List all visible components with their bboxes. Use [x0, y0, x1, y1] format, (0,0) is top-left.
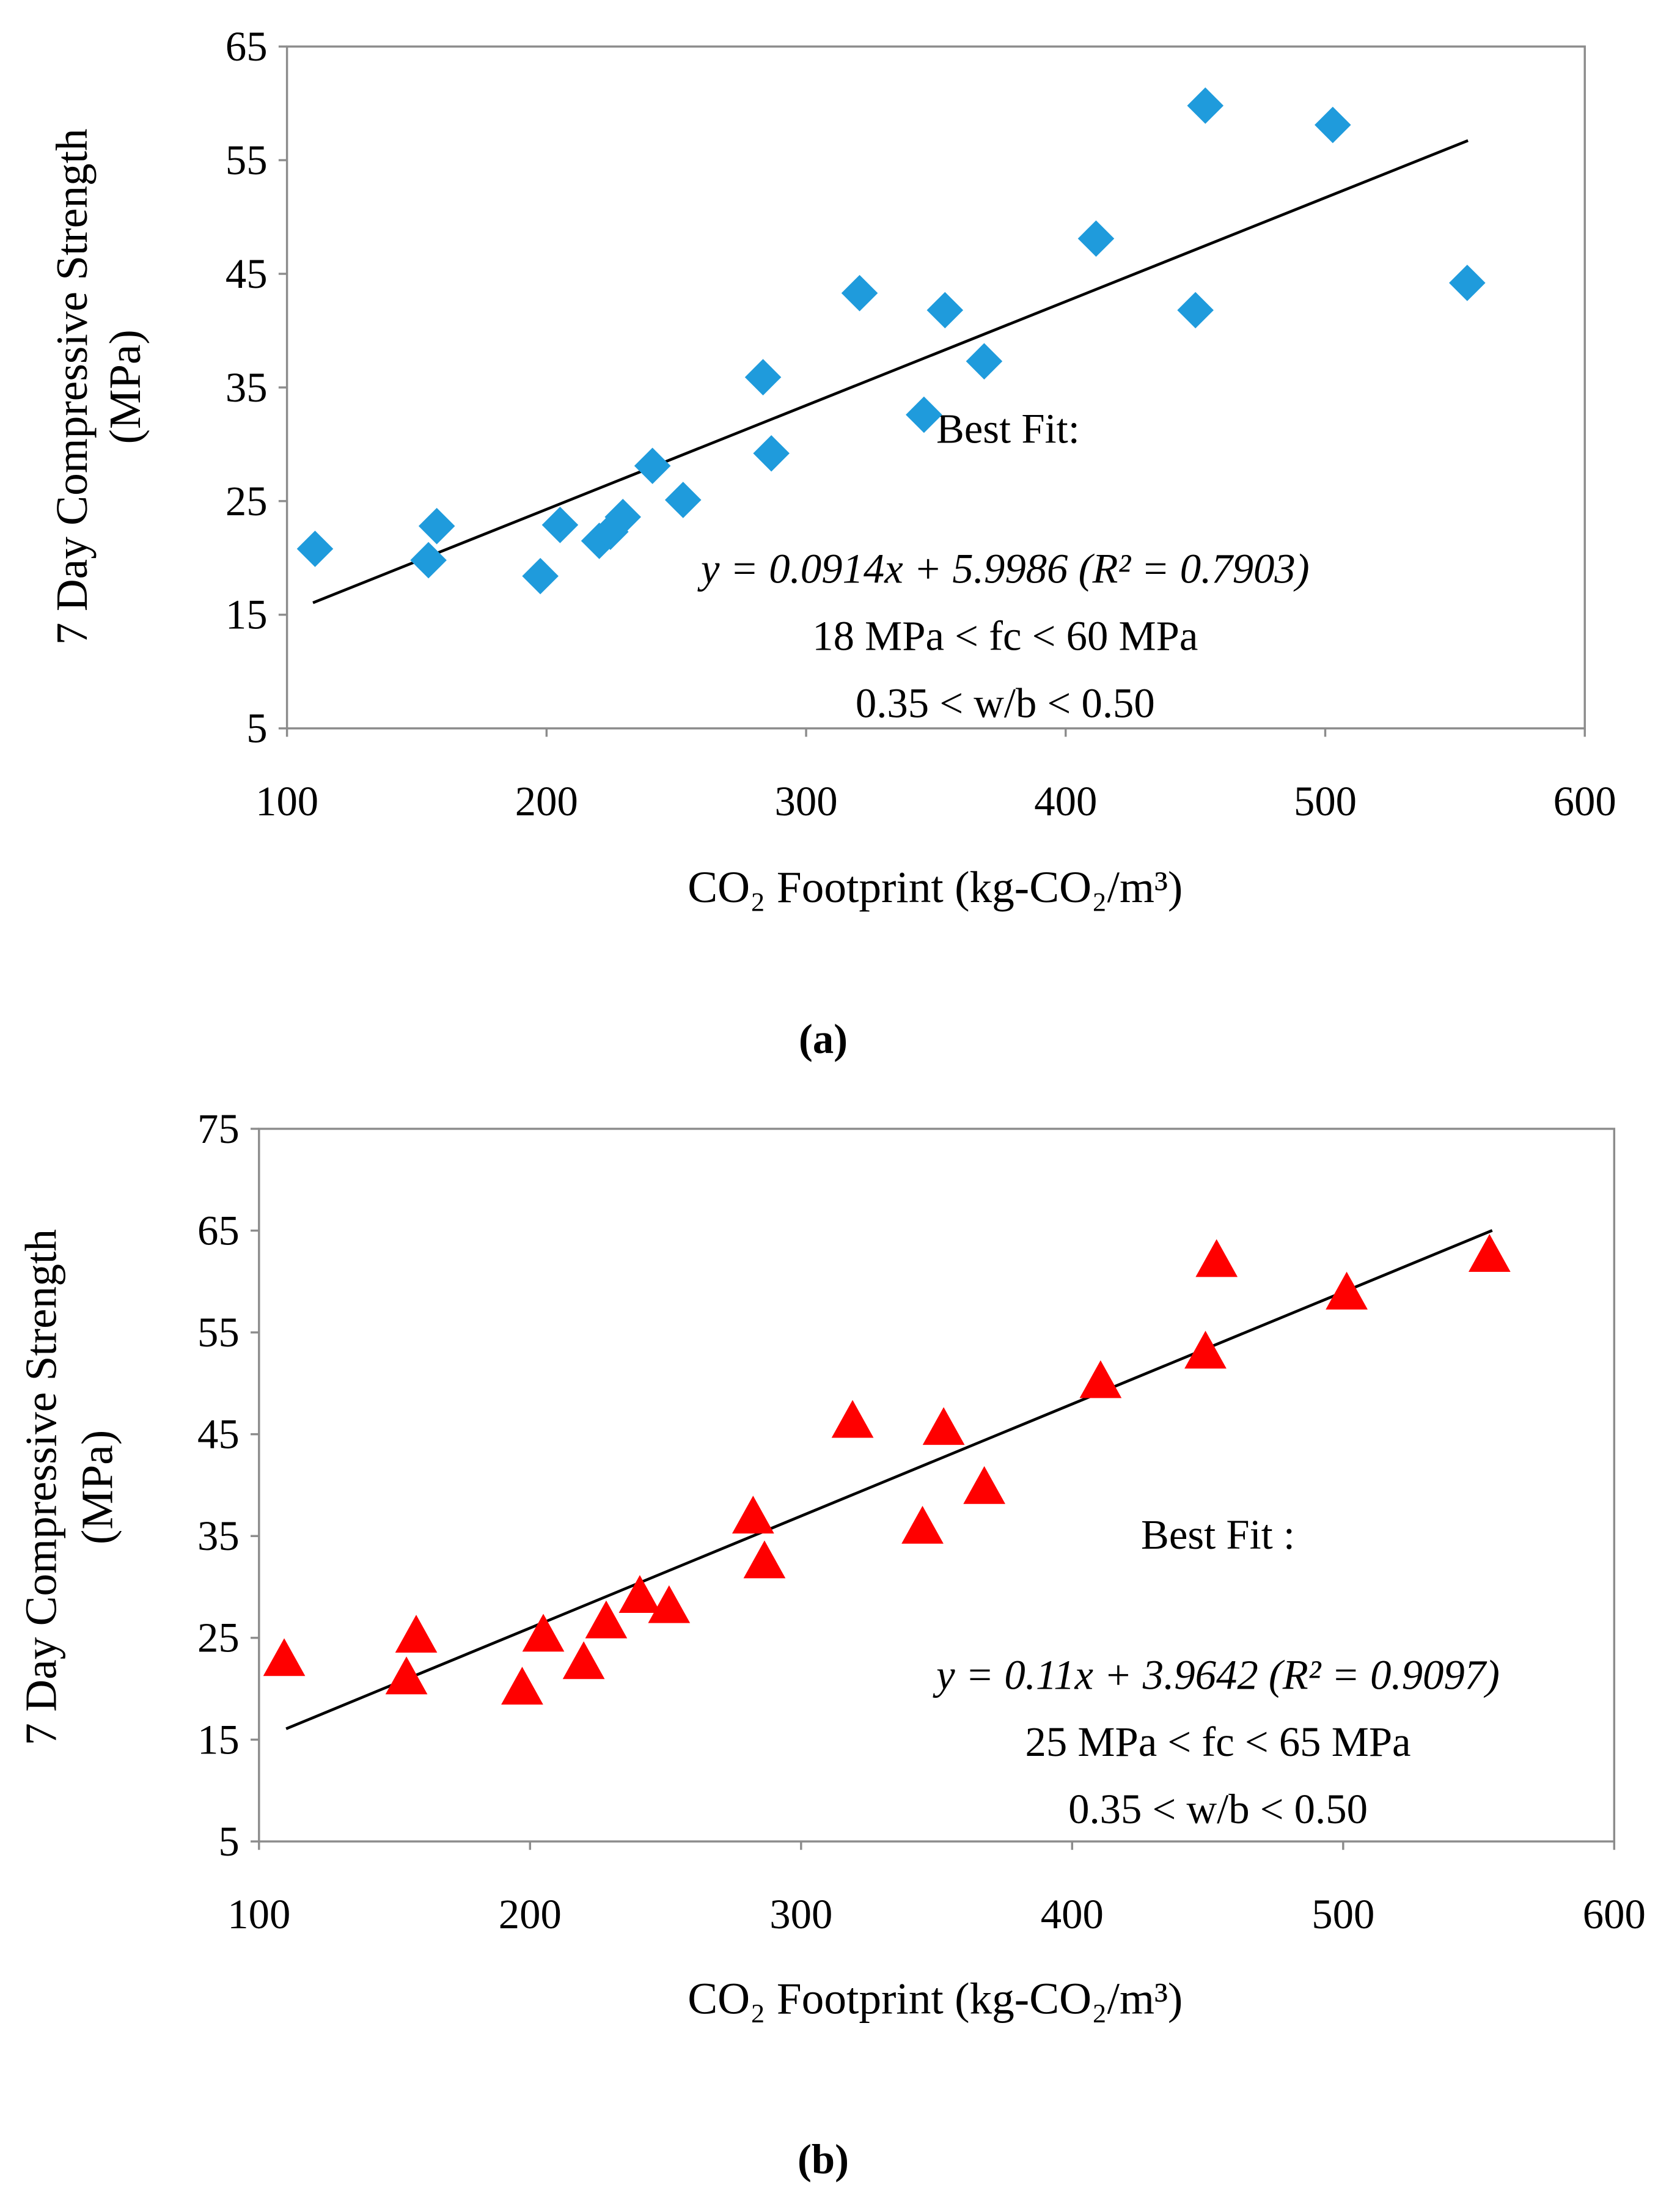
data-point — [418, 508, 455, 545]
annotation-wb: 0.35 < w/b < 0.50 — [1068, 1786, 1368, 1832]
data-point — [648, 1585, 691, 1623]
data-point — [385, 1656, 428, 1695]
data-point — [618, 1575, 661, 1613]
y-axis-label-line2: (MPa) — [100, 329, 150, 444]
chart-a: CO₂ Footprint (kg-CO₂/m³) 7 Day Compress… — [47, 23, 1616, 1062]
data-point — [1315, 106, 1351, 144]
caption: (a) — [799, 1016, 848, 1062]
data-point — [1187, 87, 1224, 124]
y-tick-label: 45 — [197, 1411, 240, 1458]
annotation-range: 25 MPa < fc < 65 MPa — [1025, 1719, 1410, 1765]
x-tick-label: 200 — [499, 1891, 562, 1937]
annotation-equation: y = 0.11x + 3.9642 (R² = 0.9097) — [933, 1651, 1500, 1698]
data-point — [263, 1638, 306, 1676]
data-point — [1184, 1331, 1227, 1369]
y-tick-label: 65 — [197, 1207, 240, 1254]
data-point — [744, 359, 782, 395]
x-tick-label: 100 — [255, 778, 318, 824]
y-tick-label: 25 — [226, 478, 268, 524]
y-tick-label: 55 — [226, 137, 268, 183]
y-tick-label: 15 — [226, 592, 268, 638]
data-point — [1468, 1234, 1511, 1272]
data-point — [963, 1466, 1005, 1504]
y-tick-label: 35 — [226, 364, 268, 411]
y-tick-label: 25 — [197, 1615, 240, 1661]
annotation-equation: y = 0.0914x + 5.9986 (R² = 0.7903) — [697, 546, 1310, 592]
data-point — [831, 1400, 874, 1438]
data-point — [732, 1496, 774, 1534]
data-point — [1077, 220, 1115, 257]
data-point — [410, 541, 447, 579]
x-tick-label: 400 — [1034, 778, 1097, 824]
y-axis-label-line1: 7 Day Compressive Strength — [47, 128, 97, 645]
data-point — [1195, 1239, 1238, 1277]
data-point — [562, 1641, 605, 1680]
y-tick-label: 75 — [197, 1106, 240, 1152]
data-point — [501, 1667, 543, 1705]
data-point — [841, 274, 878, 312]
data-point — [1177, 292, 1214, 329]
x-tick-label: 100 — [227, 1891, 290, 1937]
data-point — [541, 507, 579, 543]
chart-b: CO₂ Footprint (kg-CO₂/m³) 7 Day Compress… — [17, 1106, 1646, 2182]
x-tick-label: 500 — [1294, 778, 1357, 824]
x-tick-label: 400 — [1041, 1891, 1104, 1937]
data-point — [1079, 1360, 1122, 1398]
y-tick-label: 35 — [197, 1513, 240, 1559]
annotation-range: 18 MPa < fc < 60 MPa — [812, 612, 1198, 659]
data-point — [634, 447, 671, 485]
data-point — [753, 435, 790, 472]
x-axis-label: CO₂ Footprint (kg-CO₂/m³) — [688, 1974, 1183, 2024]
y-tick-label: 65 — [226, 23, 268, 70]
plot-area — [258, 1128, 1616, 1843]
x-tick-label: 300 — [775, 778, 838, 824]
fit-line — [312, 139, 1469, 604]
x-tick-label: 600 — [1583, 1891, 1646, 1937]
x-tick-label: 200 — [515, 778, 578, 824]
data-point — [395, 1615, 438, 1653]
y-tick-label: 5 — [246, 705, 267, 752]
x-tick-label: 500 — [1311, 1891, 1374, 1937]
x-tick-label: 300 — [769, 1891, 832, 1937]
y-tick-label: 15 — [197, 1716, 240, 1763]
y-axis-label-line2: (MPa) — [72, 1430, 122, 1544]
caption: (b) — [798, 2136, 849, 2182]
annotation-title: Best Fit : — [1141, 1511, 1295, 1558]
data-point — [1449, 265, 1486, 301]
y-tick-label: 45 — [226, 251, 268, 297]
data-point — [664, 482, 702, 518]
x-axis-label: CO₂ Footprint (kg-CO₂/m³) — [688, 862, 1183, 912]
data-point — [901, 1505, 944, 1544]
x-tick-label: 600 — [1553, 778, 1616, 824]
data-point — [966, 343, 1003, 380]
data-point — [926, 292, 964, 329]
annotation-wb: 0.35 < w/b < 0.50 — [856, 680, 1155, 726]
data-point — [743, 1540, 786, 1579]
data-point — [296, 530, 334, 567]
y-tick-label: 5 — [218, 1818, 239, 1865]
data-point — [522, 1613, 565, 1652]
data-point — [922, 1407, 965, 1445]
data-point — [1326, 1271, 1368, 1310]
fit-line — [285, 1229, 1493, 1730]
data-point — [522, 557, 559, 595]
y-tick-label: 55 — [197, 1309, 240, 1356]
data-point — [906, 396, 942, 433]
annotation-title: Best Fit: — [936, 405, 1080, 452]
y-axis-label-line1: 7 Day Compressive Strength — [17, 1229, 66, 1746]
data-point — [585, 1600, 628, 1639]
